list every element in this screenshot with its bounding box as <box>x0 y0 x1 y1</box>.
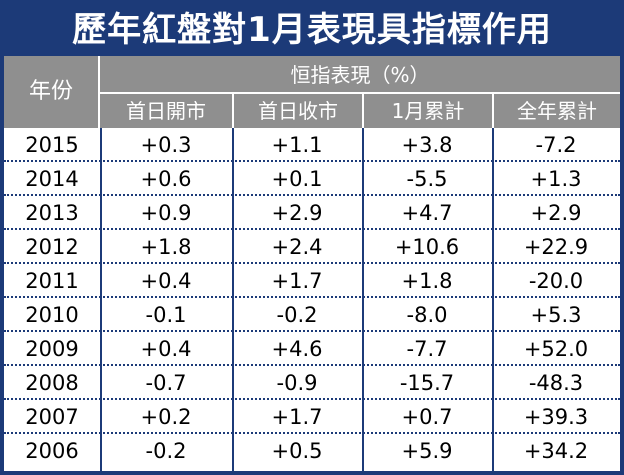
hsi-performance-group-header: 恒指表現（%） <box>100 56 620 94</box>
table-row: 2006 -0.2 +0.5 +5.9 +34.2 <box>4 434 620 468</box>
full-year-cumulative-cell: +1.3 <box>530 167 582 191</box>
january-cumulative-cell: -8.0 <box>406 303 448 327</box>
january-cumulative-cell: +1.8 <box>401 269 453 293</box>
january-cumulative-cell: -7.7 <box>406 337 448 361</box>
first-day-close-cell: +4.6 <box>271 337 323 361</box>
full-year-cumulative-cell: -20.0 <box>528 269 584 293</box>
table-row: 2012 +1.8 +2.4 +10.6 +22.9 <box>4 230 620 264</box>
table-row: 2014 +0.6 +0.1 -5.5 +1.3 <box>4 162 620 196</box>
full-year-cumulative-cell: +5.3 <box>530 303 582 327</box>
first-day-open-cell: -0.1 <box>145 303 187 327</box>
year-cell: 2014 <box>25 167 79 191</box>
table-row: 2015 +0.3 +1.1 +3.8 -7.2 <box>4 128 620 162</box>
full-year-cumulative-cell: +34.2 <box>523 439 589 463</box>
table-body: 2015 +0.3 +1.1 +3.8 -7.2 2014 +0.6 +0.1 -5.5 +1.3… <box>4 128 620 468</box>
table-row: 2007 +0.2 +1.7 +0.7 +39.3 <box>4 400 620 434</box>
first-day-open-cell: +0.6 <box>140 167 192 191</box>
year-cell: 2008 <box>25 371 79 395</box>
year-cell: 2006 <box>25 439 79 463</box>
full-year-cumulative-cell: +39.3 <box>523 405 589 429</box>
first-day-close-cell: +1.1 <box>271 133 323 157</box>
table-row: 2010 -0.1 -0.2 -8.0 +5.3 <box>4 298 620 332</box>
column-divider <box>100 128 102 471</box>
year-cell: 2011 <box>25 269 79 293</box>
table-row: 2009 +0.4 +4.6 -7.7 +52.0 <box>4 332 620 366</box>
table-row: 2013 +0.9 +2.9 +4.7 +2.9 <box>4 196 620 230</box>
year-column-header: 年份 <box>4 56 100 128</box>
row-divider <box>4 364 620 366</box>
table-title: 歷年紅盤對1月表現具指標作用 <box>4 4 620 56</box>
january-cumulative-cell: -5.5 <box>406 167 448 191</box>
first-day-open-cell: +0.9 <box>140 201 192 225</box>
first-day-close-cell: -0.2 <box>276 303 318 327</box>
row-divider <box>4 296 620 298</box>
year-cell: 2010 <box>25 303 79 327</box>
row-divider <box>4 262 620 264</box>
january-cumulative-cell: +0.7 <box>401 405 453 429</box>
full-year-cumulative-cell: +52.0 <box>523 337 589 361</box>
full-year-cumulative-cell: -7.2 <box>535 133 577 157</box>
year-cell: 2013 <box>25 201 79 225</box>
year-cell: 2012 <box>25 235 79 259</box>
year-cell: 2007 <box>25 405 79 429</box>
first-day-open-cell: +0.3 <box>140 133 192 157</box>
column-divider <box>362 128 364 471</box>
first-day-close-cell: +1.7 <box>271 405 323 429</box>
column-header-january-cumulative: 1月累計 <box>362 94 492 128</box>
january-cumulative-cell: +4.7 <box>401 201 453 225</box>
first-day-close-cell: +2.9 <box>271 201 323 225</box>
year-cell: 2009 <box>25 337 79 361</box>
first-day-open-cell: +0.4 <box>140 269 192 293</box>
first-day-open-cell: +1.8 <box>140 235 192 259</box>
first-day-close-cell: +0.1 <box>271 167 323 191</box>
table-row: 2008 -0.7 -0.9 -15.7 -48.3 <box>4 366 620 400</box>
first-day-open-cell: +0.2 <box>140 405 192 429</box>
january-cumulative-cell: -15.7 <box>399 371 455 395</box>
first-day-close-cell: -0.9 <box>276 371 318 395</box>
first-day-close-cell: +2.4 <box>271 235 323 259</box>
row-divider <box>4 432 620 434</box>
full-year-cumulative-cell: +2.9 <box>530 201 582 225</box>
january-cumulative-cell: +5.9 <box>401 439 453 463</box>
first-day-open-cell: +0.4 <box>140 337 192 361</box>
first-day-open-cell: -0.2 <box>145 439 187 463</box>
row-divider <box>4 194 620 196</box>
first-day-close-cell: +0.5 <box>271 439 323 463</box>
column-divider <box>232 128 234 471</box>
first-day-open-cell: -0.7 <box>145 371 187 395</box>
row-divider <box>4 330 620 332</box>
january-cumulative-cell: +3.8 <box>401 133 453 157</box>
full-year-cumulative-cell: +22.9 <box>523 235 589 259</box>
full-year-cumulative-cell: -48.3 <box>528 371 584 395</box>
column-divider <box>492 128 494 471</box>
row-divider <box>4 398 620 400</box>
row-divider <box>4 228 620 230</box>
row-divider <box>4 160 620 162</box>
column-header-full-year-cumulative: 全年累計 <box>492 94 620 128</box>
column-header-first-day-close: 首日收市 <box>232 94 362 128</box>
first-day-close-cell: +1.7 <box>271 269 323 293</box>
table-row: 2011 +0.4 +1.7 +1.8 -20.0 <box>4 264 620 298</box>
year-cell: 2015 <box>25 133 79 157</box>
january-cumulative-cell: +10.6 <box>394 235 460 259</box>
column-header-first-day-open: 首日開市 <box>100 94 232 128</box>
